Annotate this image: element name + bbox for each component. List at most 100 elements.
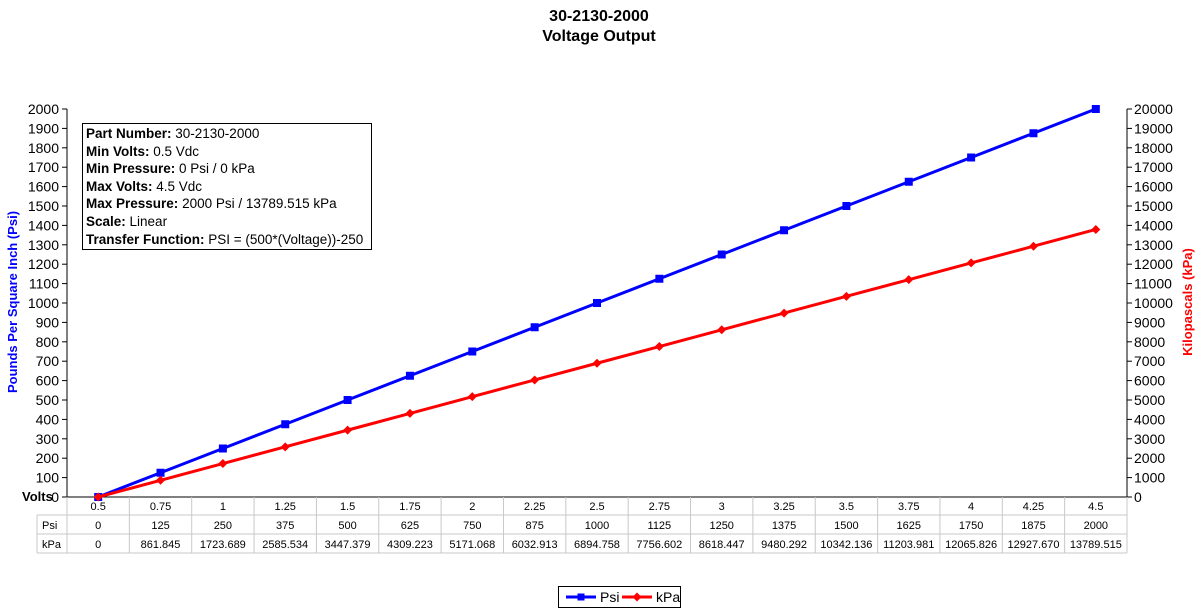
x-tick-label: 3 bbox=[719, 501, 725, 513]
table-cell: 9480.292 bbox=[761, 539, 807, 551]
data-point bbox=[1091, 224, 1101, 234]
x-tick-label: 4.5 bbox=[1088, 501, 1103, 513]
table-cell: 500 bbox=[338, 520, 356, 532]
x-tick-label: 2 bbox=[469, 501, 475, 513]
info-box-value: 0.5 Vdc bbox=[149, 143, 200, 159]
data-point bbox=[1028, 241, 1038, 251]
table-cell: 875 bbox=[525, 520, 543, 532]
table-cell: 250 bbox=[214, 520, 232, 532]
info-box-label: Max Volts: bbox=[86, 178, 153, 194]
x-tick-label: 1.5 bbox=[340, 501, 355, 513]
table-cell: 1375 bbox=[772, 520, 796, 532]
data-point bbox=[156, 468, 165, 477]
info-box-value: 4.5 Vdc bbox=[152, 178, 203, 194]
data-point bbox=[93, 492, 103, 502]
info-box-line: Part Number: 30-2130-2000 bbox=[86, 125, 368, 143]
table-cell: 7756.602 bbox=[636, 539, 682, 551]
data-table: 0.5 0.75 1 1.25 1.5 1.75 2 2.25 2.5 2.75 3 3.25 3.5 3… bbox=[36, 497, 1128, 554]
left-tick-label: 800 bbox=[36, 334, 60, 350]
chart-title: 30-2130-2000 bbox=[549, 8, 649, 25]
info-box-label: Transfer Function: bbox=[86, 231, 205, 247]
data-point bbox=[281, 420, 290, 429]
right-tick-label: 0 bbox=[1134, 489, 1142, 505]
data-point bbox=[218, 444, 227, 453]
x-tick-label: 1.75 bbox=[399, 501, 420, 513]
table-cell: 625 bbox=[401, 520, 419, 532]
legend-psi-label: Psi bbox=[600, 589, 620, 605]
table-cell: 1750 bbox=[959, 520, 983, 532]
right-tick-label: 1000 bbox=[1134, 470, 1165, 486]
series-psi bbox=[94, 105, 1100, 501]
x-tick-label: 1.25 bbox=[275, 501, 296, 513]
table-cell: 375 bbox=[276, 520, 294, 532]
table-row-label: kPa bbox=[42, 539, 62, 551]
table-cell: 0 bbox=[95, 520, 101, 532]
right-tick-label: 16000 bbox=[1134, 179, 1173, 195]
table-cell: 750 bbox=[463, 520, 481, 532]
left-tick-label: 1000 bbox=[28, 295, 59, 311]
x-tick-label: 3.5 bbox=[839, 501, 854, 513]
data-point bbox=[467, 392, 477, 402]
right-tick-label: 14000 bbox=[1134, 217, 1173, 233]
data-point bbox=[1029, 129, 1038, 138]
info-box-label: Min Volts: bbox=[86, 143, 150, 159]
data-point bbox=[780, 226, 789, 235]
table-cell: 11203.981 bbox=[883, 539, 934, 551]
data-point bbox=[717, 250, 726, 259]
info-box-label: Min Pressure: bbox=[86, 161, 176, 177]
table-cell: 4309.223 bbox=[387, 539, 433, 551]
data-point bbox=[343, 425, 353, 435]
info-box: Part Number: 30-2130-2000 Min Volts: 0.5 … bbox=[82, 123, 372, 250]
info-box-line: Min Volts: 0.5 Vdc bbox=[86, 143, 368, 161]
right-tick-label: 17000 bbox=[1134, 159, 1173, 175]
table-cell: 12927.670 bbox=[1007, 539, 1059, 551]
right-axis-ticks: 0 1000 2000 3000 4000 5000 6000 7000 8000 9000 100… bbox=[1127, 101, 1173, 505]
x-tick-label: 2.25 bbox=[524, 501, 545, 513]
x-tick-label: 4 bbox=[968, 501, 974, 513]
right-tick-label: 6000 bbox=[1134, 373, 1165, 389]
left-tick-label: 400 bbox=[36, 411, 60, 427]
right-tick-label: 2000 bbox=[1134, 450, 1165, 466]
table-cell: 6032.913 bbox=[512, 539, 558, 551]
table-cell: 1500 bbox=[834, 520, 858, 532]
data-point bbox=[405, 371, 414, 380]
left-tick-label: 1900 bbox=[28, 120, 59, 136]
right-tick-label: 19000 bbox=[1134, 120, 1173, 136]
table-cell: 13789.515 bbox=[1070, 539, 1122, 551]
x-tick-label: 1 bbox=[220, 501, 226, 513]
data-point bbox=[218, 459, 228, 469]
left-tick-label: 1600 bbox=[28, 179, 59, 195]
x-tick-label: 2.5 bbox=[589, 501, 604, 513]
right-tick-label: 10000 bbox=[1134, 295, 1173, 311]
table-cell: 2000 bbox=[1084, 520, 1108, 532]
table-cell: 1125 bbox=[648, 520, 672, 532]
table-cell: 861.845 bbox=[141, 539, 181, 551]
table-cell: 125 bbox=[151, 520, 169, 532]
info-box-line: Transfer Function: PSI = (500*(Voltage))… bbox=[86, 231, 368, 249]
right-tick-label: 18000 bbox=[1134, 140, 1173, 156]
data-point bbox=[1091, 105, 1100, 113]
series-kpa bbox=[93, 224, 1101, 502]
left-tick-label: 0 bbox=[51, 489, 59, 505]
data-point bbox=[405, 408, 415, 418]
chart-subtitle: Voltage Output bbox=[542, 28, 656, 45]
right-tick-label: 15000 bbox=[1134, 198, 1173, 214]
right-tick-label: 4000 bbox=[1134, 411, 1165, 427]
series-layer bbox=[93, 105, 1101, 502]
left-tick-label: 1300 bbox=[28, 237, 59, 253]
legend: Psi kPa bbox=[558, 586, 681, 608]
left-tick-label: 500 bbox=[36, 392, 60, 408]
table-cell: 1625 bbox=[897, 520, 921, 532]
info-box-value: 30-2130-2000 bbox=[171, 126, 260, 141]
left-tick-label: 1100 bbox=[29, 276, 59, 292]
right-tick-label: 11000 bbox=[1134, 276, 1172, 292]
data-point bbox=[655, 274, 664, 283]
table-cell: 1250 bbox=[709, 520, 733, 532]
info-box-label: Max Pressure: bbox=[86, 196, 179, 212]
data-point bbox=[904, 177, 913, 186]
data-point bbox=[280, 442, 290, 452]
info-box-line: Max Pressure: 2000 Psi / 13789.515 kPa bbox=[86, 195, 368, 213]
left-tick-label: 700 bbox=[36, 353, 60, 369]
table-cell: 12065.826 bbox=[945, 539, 997, 551]
